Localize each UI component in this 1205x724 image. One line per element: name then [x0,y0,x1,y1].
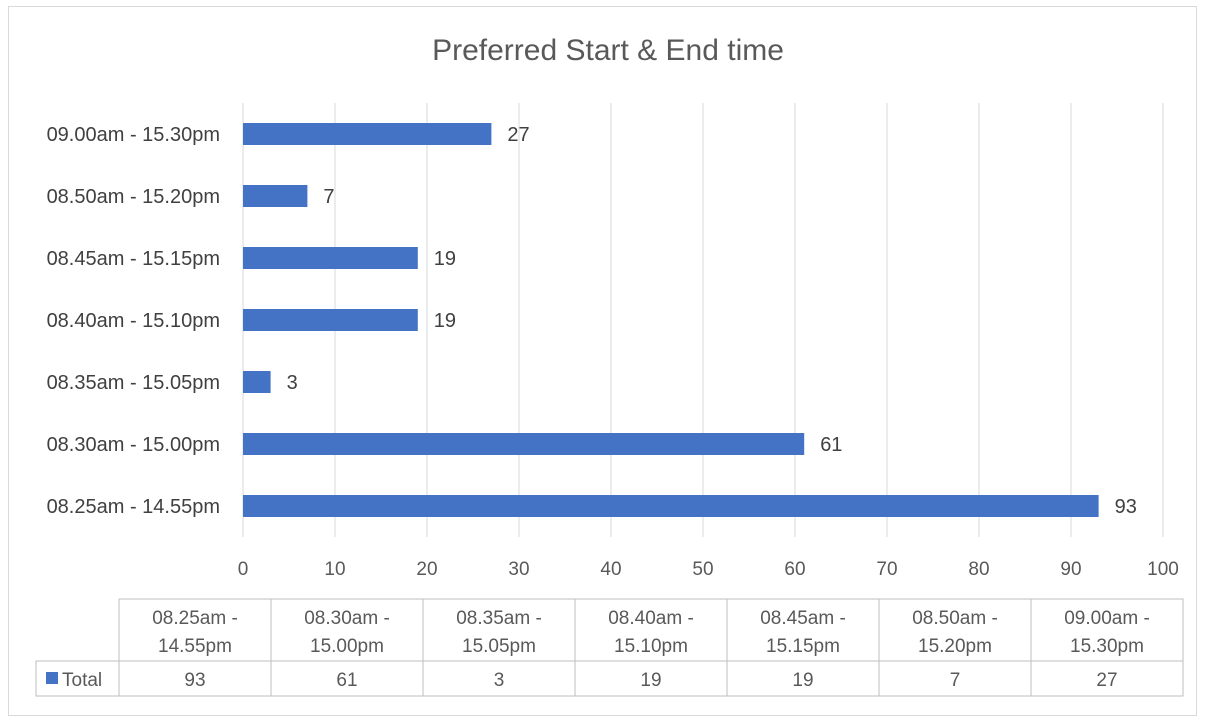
table-header-line2-5: 15.20pm [918,636,992,657]
data-label-5: 7 [323,186,334,208]
x-tick-70: 70 [876,559,897,580]
table-header-line1-1: 08.30am - [304,608,390,629]
table-row-box [35,660,1184,697]
data-label-1: 61 [820,434,842,456]
bar-1 [243,433,805,455]
category-label-6: 09.00am - 15.30pm [47,124,220,146]
category-label-3: 08.40am - 15.10pm [47,310,220,332]
table-value-3: 19 [640,670,661,691]
x-tick-20: 20 [416,559,437,580]
data-label-6: 27 [507,124,529,146]
bar-2 [243,371,271,393]
table-header-line2-0: 14.55pm [158,636,232,657]
category-label-5: 08.50am - 15.20pm [47,186,220,208]
chart-frame [8,6,1197,716]
x-tick-100: 100 [1147,559,1179,580]
table-value-4: 19 [792,670,813,691]
table-value-0: 93 [184,670,205,691]
x-tick-90: 90 [1060,559,1081,580]
category-label-2: 08.35am - 15.05pm [47,372,220,394]
table-row-label: Total [62,670,102,691]
category-label-1: 08.30am - 15.00pm [47,434,220,456]
category-label-4: 08.45am - 15.15pm [47,248,220,270]
bar-5 [243,185,308,207]
x-tick-80: 80 [968,559,989,580]
table-header-line1-5: 08.50am - [912,608,998,629]
data-label-0: 93 [1115,496,1137,518]
x-tick-60: 60 [784,559,805,580]
data-label-2: 3 [287,372,298,394]
x-tick-labels: 0 10 20 30 40 50 60 70 80 90 100 [238,559,1179,580]
x-tick-40: 40 [600,559,621,580]
table-value-5: 7 [950,670,961,691]
x-tick-50: 50 [692,559,713,580]
table-value-1: 61 [336,670,357,691]
category-labels: 08.25am - 14.55pm 08.30am - 15.00pm 08.35a… [47,124,220,518]
bars [243,123,1099,517]
table-header-line2-1: 15.00pm [310,636,384,657]
bar-3 [243,309,418,331]
bar-4 [243,247,418,269]
data-table: 08.25am - 14.55pm 93 08.30am - 15.00pm 61 08.3… [35,598,1184,697]
table-value-2: 3 [494,670,505,691]
bar-6 [243,123,492,145]
table-header-line2-2: 15.05pm [462,636,536,657]
data-labels: 93 61 3 19 19 7 27 [287,124,1137,518]
table-header-line1-0: 08.25am - [152,608,238,629]
chart-title: Preferred Start & End time [432,34,784,67]
table-header-line1-4: 08.45am - [760,608,846,629]
category-label-0: 08.25am - 14.55pm [47,496,220,518]
table-header-line2-4: 15.15pm [766,636,840,657]
gridlines [242,103,1164,537]
table-header-line2-3: 15.10pm [614,636,688,657]
bar-0 [243,495,1099,517]
x-tick-10: 10 [324,559,345,580]
x-tick-30: 30 [508,559,529,580]
table-header-line1-6: 09.00am - [1064,608,1150,629]
x-tick-0: 0 [238,559,249,580]
table-header-line2-6: 15.30pm [1070,636,1144,657]
table-value-6: 27 [1096,670,1117,691]
table-header-line1-3: 08.40am - [608,608,694,629]
table-header-line1-2: 08.35am - [456,608,542,629]
legend-key-total [46,672,58,684]
data-label-4: 19 [434,248,456,270]
data-label-3: 19 [434,310,456,332]
